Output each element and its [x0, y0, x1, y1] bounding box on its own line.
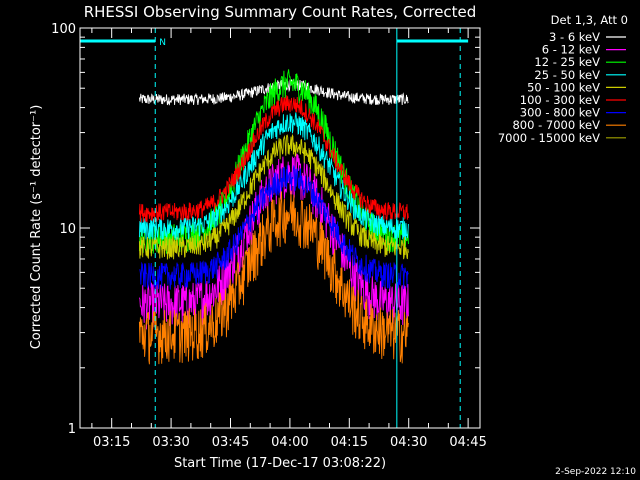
legend-label-8: 7000 - 15000 keV: [498, 131, 600, 145]
y-tick-label: 1: [68, 422, 76, 437]
legend-label-6: 300 - 800 keV: [520, 106, 600, 120]
y-tick-label: 10: [59, 222, 76, 237]
axis-layer: 1 10 100 03:15 03:30 03:45 04:00 04:15 04:30 04:4…: [51, 22, 487, 450]
series-line-5: [138, 95, 409, 223]
y-axis-label: Corrected Count Rate (s⁻¹ detector⁻¹): [29, 105, 44, 350]
x-tick-label: 03:15: [93, 435, 130, 450]
series-layer: [138, 69, 409, 365]
night-label: N: [159, 38, 166, 48]
y-tick-label: 100: [51, 22, 76, 37]
legend-label-2: 12 - 25 keV: [534, 55, 600, 69]
legend-label-3: 25 - 50 keV: [534, 68, 600, 82]
legend-label-5: 100 - 300 keV: [520, 93, 600, 107]
x-tick-label: 04:00: [271, 435, 308, 450]
plot-timestamp: 2-Sep-2022 12:10: [555, 467, 636, 477]
x-tick-label: 03:45: [212, 435, 249, 450]
legend-label-1: 6 - 12 keV: [542, 43, 600, 57]
series-line-7: [138, 191, 409, 365]
legend-label-7: 800 - 7000 keV: [512, 118, 600, 132]
legend-label-0: 3 - 6 keV: [549, 30, 600, 44]
x-tick-label: 03:30: [152, 435, 189, 450]
series-line-6: [139, 164, 409, 290]
x-tick-label: 04:45: [449, 435, 486, 450]
x-tick-label: 04:15: [331, 435, 368, 450]
x-tick-label: 04:30: [390, 435, 427, 450]
legend-title: Det 1,3, Att 0: [551, 13, 628, 27]
legend-label-4: 50 - 100 keV: [527, 80, 600, 94]
chart-title: RHESSI Observing Summary Count Rates, Co…: [84, 3, 477, 21]
series-line-1: [138, 153, 409, 330]
x-axis-label: Start Time (17-Dec-17 03:08:22): [174, 456, 386, 471]
series-line-4: [138, 133, 409, 260]
series-line-3: [138, 112, 409, 240]
